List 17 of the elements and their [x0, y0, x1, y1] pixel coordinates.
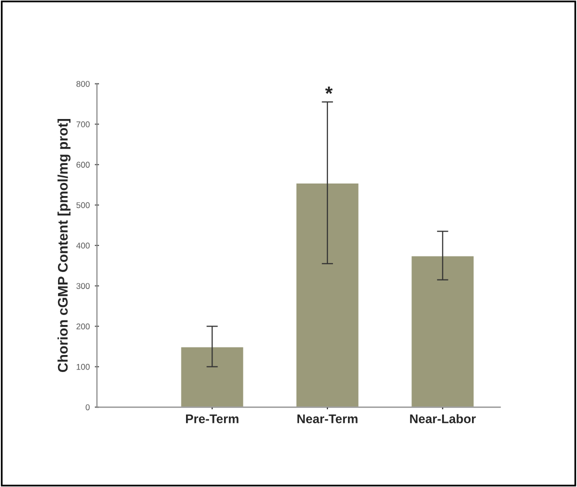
y-tick-label: 300 — [76, 283, 90, 289]
y-tick-label: 400 — [76, 242, 90, 249]
x-tick-label: Near-Labor — [410, 414, 476, 424]
bar — [410, 254, 476, 408]
y-tick-label: 0 — [86, 404, 90, 410]
bar — [295, 182, 360, 408]
y-tick-label: 100 — [76, 364, 90, 370]
y-axis-title: Chorion cGMP Content [pmol/mg prot] — [58, 119, 71, 372]
x-tick-label: Near-Term — [297, 414, 358, 424]
y-tick-label: 600 — [76, 162, 90, 168]
y-tick-label: 200 — [76, 323, 90, 330]
bar — [180, 346, 245, 408]
annotation: * — [325, 86, 333, 94]
x-tick-label: Pre-Term — [186, 414, 238, 424]
y-tick-label: 800 — [76, 80, 90, 87]
y-tick-label: 500 — [76, 202, 90, 208]
y-tick-label: 700 — [76, 121, 90, 128]
